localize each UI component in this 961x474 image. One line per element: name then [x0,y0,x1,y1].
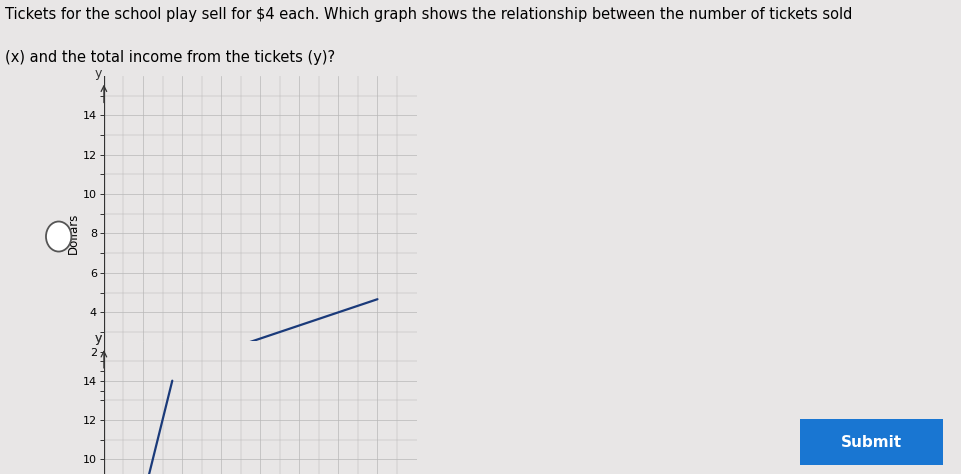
Text: Tickets for the school play sell for $4 each. Which graph shows the relationship: Tickets for the school play sell for $4 … [5,7,851,22]
Text: y: y [94,332,102,345]
Text: x: x [408,403,416,416]
Text: y: y [94,67,102,80]
Text: Submit: Submit [840,435,901,450]
FancyBboxPatch shape [794,417,948,467]
Text: y: y [94,332,102,345]
Text: (x) and the total income from the tickets (y)?: (x) and the total income from the ticket… [5,50,334,65]
Circle shape [46,221,71,252]
Y-axis label: Dollars: Dollars [67,213,80,254]
X-axis label: Tickets: Tickets [239,411,281,424]
